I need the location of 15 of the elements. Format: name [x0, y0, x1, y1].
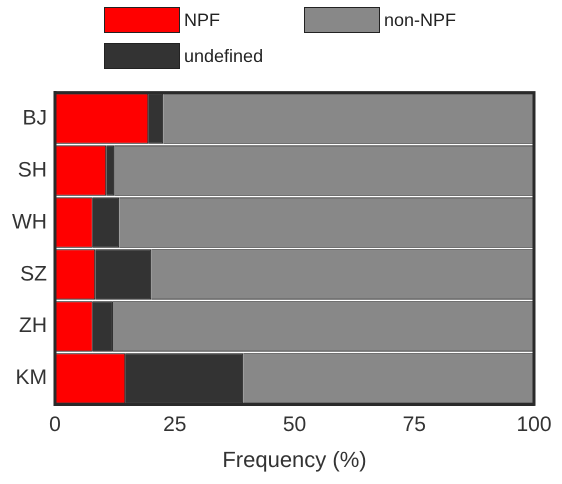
x-tick-label: 100 — [516, 412, 552, 436]
legend-label: NPF — [184, 10, 220, 30]
x-tick-label: 50 — [282, 412, 306, 436]
x-tick-label: 0 — [49, 412, 61, 436]
y-tick-label: BJ — [22, 106, 47, 130]
y-tick-label: KM — [15, 366, 47, 390]
legend-label: undefined — [184, 46, 264, 66]
x-tick-label: 75 — [402, 412, 426, 436]
y-tick-label: ZH — [18, 314, 47, 338]
y-tick-label: WH — [12, 210, 47, 234]
y-tick-label: SH — [18, 158, 47, 182]
x-tick-label: 25 — [163, 412, 186, 436]
x-axis-title: Frequency (%) — [222, 446, 367, 472]
legend-label: non-NPF — [384, 10, 456, 30]
y-tick-label: SZ — [20, 262, 48, 286]
